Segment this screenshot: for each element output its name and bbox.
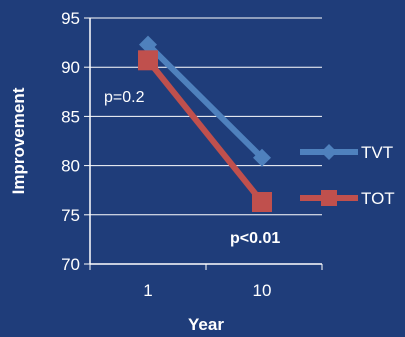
data-point-tot bbox=[252, 192, 272, 213]
p-value-annotation: p=0.2 bbox=[104, 89, 145, 106]
legend-item-tot: TOT bbox=[300, 189, 395, 208]
labels-group: 70 75 80 85 90 95 1 10 Year Improvement p=0.2 p<0.0… bbox=[9, 9, 280, 334]
data-point-tvt bbox=[253, 148, 271, 167]
x-tick-label: 10 bbox=[253, 281, 272, 300]
y-tick-label: 85 bbox=[61, 107, 80, 126]
y-tick-label: 75 bbox=[61, 206, 80, 225]
y-tick-label: 80 bbox=[61, 157, 80, 176]
series-tot bbox=[138, 50, 272, 213]
gridlines bbox=[90, 17, 322, 216]
data-point-tot bbox=[138, 50, 158, 71]
legend-marker bbox=[321, 190, 337, 206]
legend-label: TVT bbox=[361, 143, 393, 162]
series-line-tot bbox=[145, 58, 265, 204]
data-point-tvt bbox=[139, 35, 157, 54]
y-tick-label: 95 bbox=[61, 9, 80, 28]
legend-marker bbox=[321, 144, 337, 160]
legend-item-tvt: TVT bbox=[300, 143, 393, 162]
y-tick-label: 90 bbox=[61, 58, 80, 77]
y-axis-title: Improvement bbox=[9, 87, 28, 194]
series-tvt bbox=[139, 35, 271, 167]
p-value-annotation: p<0.01 bbox=[230, 230, 280, 247]
series-line-tvt bbox=[145, 42, 265, 160]
axes bbox=[84, 17, 323, 270]
x-axis-title: Year bbox=[188, 315, 224, 334]
x-tick-label: 1 bbox=[143, 281, 152, 300]
series-group bbox=[138, 35, 272, 213]
y-tick-label: 70 bbox=[61, 255, 80, 274]
legend-label: TOT bbox=[361, 189, 395, 208]
legend: TVT TOT bbox=[300, 143, 395, 208]
